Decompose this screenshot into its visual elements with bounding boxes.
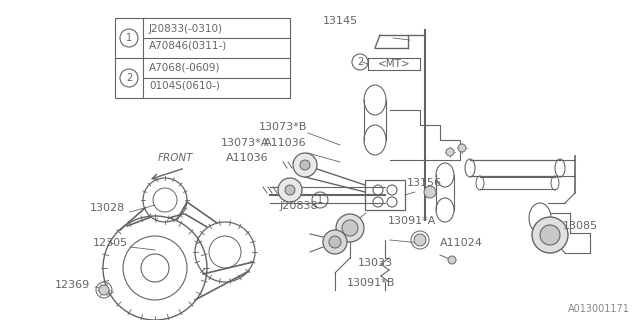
Circle shape	[448, 256, 456, 264]
Text: 2: 2	[126, 73, 132, 83]
Circle shape	[458, 144, 466, 152]
Ellipse shape	[329, 236, 341, 248]
Circle shape	[414, 234, 426, 246]
Ellipse shape	[323, 230, 347, 254]
Text: 12305: 12305	[93, 238, 128, 248]
Circle shape	[99, 285, 109, 295]
Circle shape	[293, 153, 317, 177]
Text: A11024: A11024	[440, 238, 483, 248]
Text: 13091*B: 13091*B	[347, 278, 396, 288]
Text: 13073*A: 13073*A	[221, 138, 269, 148]
Text: 2: 2	[357, 57, 363, 67]
Circle shape	[540, 225, 560, 245]
Text: A013001171: A013001171	[568, 304, 630, 314]
Text: 12369: 12369	[55, 280, 90, 290]
Text: 0104S(0610-): 0104S(0610-)	[149, 81, 220, 91]
Ellipse shape	[342, 220, 358, 236]
Circle shape	[285, 185, 295, 195]
Text: 13156: 13156	[407, 178, 442, 188]
Circle shape	[424, 186, 436, 198]
Text: J20833(-0310): J20833(-0310)	[149, 24, 223, 34]
Text: 13028: 13028	[90, 203, 125, 213]
Text: J20838: J20838	[280, 201, 318, 211]
Text: 13091*A: 13091*A	[388, 216, 436, 226]
Text: A11036: A11036	[264, 138, 307, 148]
Ellipse shape	[336, 214, 364, 242]
Text: A70846(0311-): A70846(0311-)	[149, 41, 227, 51]
Circle shape	[446, 148, 454, 156]
Text: 13145: 13145	[323, 16, 358, 26]
Text: <MT>: <MT>	[378, 59, 410, 69]
Circle shape	[532, 217, 568, 253]
Bar	[115, 18, 290, 98]
Bar	[365, 180, 405, 210]
Text: A11036: A11036	[227, 153, 269, 163]
Text: 1: 1	[317, 195, 323, 205]
Text: 13085: 13085	[563, 221, 598, 231]
Circle shape	[278, 178, 302, 202]
Text: FRONT: FRONT	[157, 153, 193, 163]
Text: 13033: 13033	[358, 258, 393, 268]
Text: 1: 1	[126, 33, 132, 43]
Text: 13073*B: 13073*B	[259, 122, 307, 132]
Text: A7068(-0609): A7068(-0609)	[149, 62, 221, 72]
Circle shape	[300, 160, 310, 170]
